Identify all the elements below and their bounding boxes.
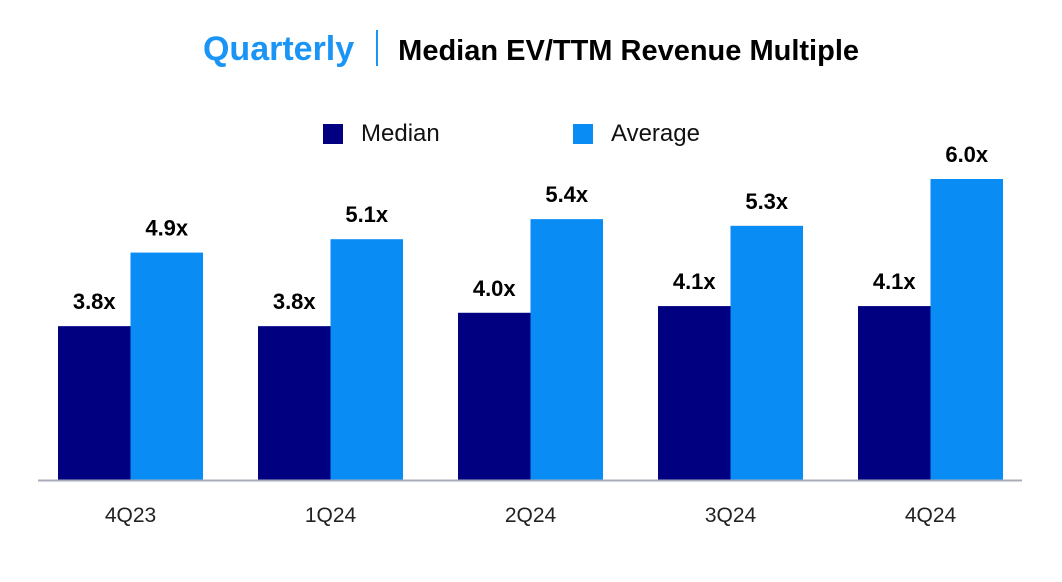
legend-item-median: Median (323, 120, 440, 148)
x-tick-label-2q24: 2Q24 (505, 504, 557, 527)
legend-swatch-average (573, 124, 593, 144)
x-tick-label-4q23: 4Q23 (105, 504, 156, 527)
data-label-median-3q24: 4.1x (673, 269, 717, 294)
legend-label-median: Median (361, 120, 440, 147)
bar-median-2q24 (458, 312, 531, 480)
bar-median-3q24 (658, 306, 731, 480)
x-tick-label-1q24: 1Q24 (305, 504, 357, 527)
data-label-median-2q24: 4.0x (473, 276, 517, 301)
data-label-median-4q23: 3.8x (73, 289, 117, 314)
legend-label-average: Average (611, 120, 700, 147)
bar-average-1q24 (330, 239, 403, 480)
bar-median-4q23 (58, 326, 131, 480)
data-label-average-2q24: 5.4x (545, 182, 589, 207)
x-tick-label-3q24: 3Q24 (705, 504, 757, 527)
data-label-average-1q24: 5.1x (345, 202, 389, 227)
chart-title: Quarterly Median EV/TTM Revenue Multiple (0, 30, 1062, 69)
data-label-average-4q24: 6.0x (945, 142, 989, 167)
legend-swatch-median (323, 124, 343, 144)
title-divider (376, 30, 379, 67)
data-label-median-1q24: 3.8x (273, 289, 317, 314)
bar-median-4q24 (858, 306, 931, 480)
data-label-median-4q24: 4.1x (873, 269, 917, 294)
bar-median-1q24 (258, 326, 331, 480)
x-tick-label-4q24: 4Q24 (905, 504, 957, 527)
bar-average-2q24 (530, 219, 603, 480)
data-label-average-4q23: 4.9x (145, 216, 189, 241)
title-prefix: Quarterly (202, 30, 355, 68)
bar-average-4q23 (130, 252, 203, 480)
legend-item-average: Average (573, 120, 700, 148)
bar-average-3q24 (730, 225, 803, 480)
title-main: Median EV/TTM Revenue Multiple (398, 35, 859, 67)
data-label-average-3q24: 5.3x (745, 189, 789, 214)
bar-average-4q24 (930, 179, 1003, 480)
